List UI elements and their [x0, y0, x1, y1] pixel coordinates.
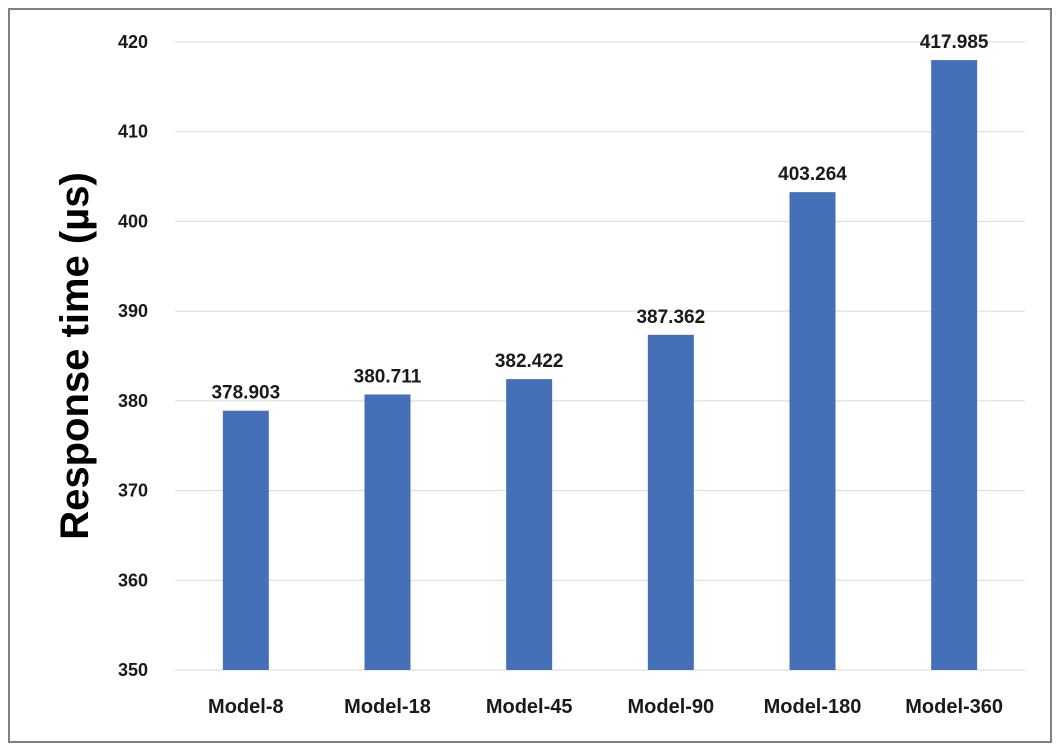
y-tick-label: 410 [118, 122, 148, 142]
gridlines [175, 41, 1025, 671]
bars [222, 60, 978, 671]
data-label: 380.711 [354, 366, 422, 387]
data-label: 417.985 [920, 32, 989, 53]
y-tick-label: 400 [118, 211, 148, 231]
x-category-label: Model-180 [764, 696, 862, 718]
x-category-label: Model-360 [905, 696, 1003, 718]
data-label: 382.422 [495, 351, 564, 372]
bar [364, 394, 411, 670]
x-category-label: Model-18 [344, 696, 431, 718]
x-category-label: Model-8 [208, 696, 284, 718]
y-tick-label: 350 [118, 660, 148, 680]
bar [506, 379, 553, 670]
y-tick-label: 380 [118, 391, 148, 411]
y-axis-label: Response time (µs) [53, 172, 97, 540]
bar [647, 334, 694, 670]
data-label: 387.362 [636, 307, 705, 328]
y-tick-label: 370 [118, 481, 148, 501]
bar [789, 192, 836, 671]
bar [931, 60, 978, 670]
x-category-label: Model-90 [627, 696, 714, 718]
y-tick-label: 390 [118, 301, 148, 321]
y-tick-label: 360 [118, 570, 148, 590]
data-labels: 378.903 380.711 382.422 387.362 403.264 417.9… [211, 32, 988, 404]
bar [222, 410, 269, 670]
y-tick-label: 420 [118, 32, 148, 52]
y-axis-ticks: 350 360 370 380 390 400 410 420 [118, 32, 148, 680]
data-label: 378.903 [211, 383, 280, 404]
x-category-label: Model-45 [486, 696, 573, 718]
data-label: 403.264 [778, 164, 847, 185]
x-axis-categories: Model-8 Model-18 Model-45 Model-90 Model-180… [208, 696, 1003, 718]
